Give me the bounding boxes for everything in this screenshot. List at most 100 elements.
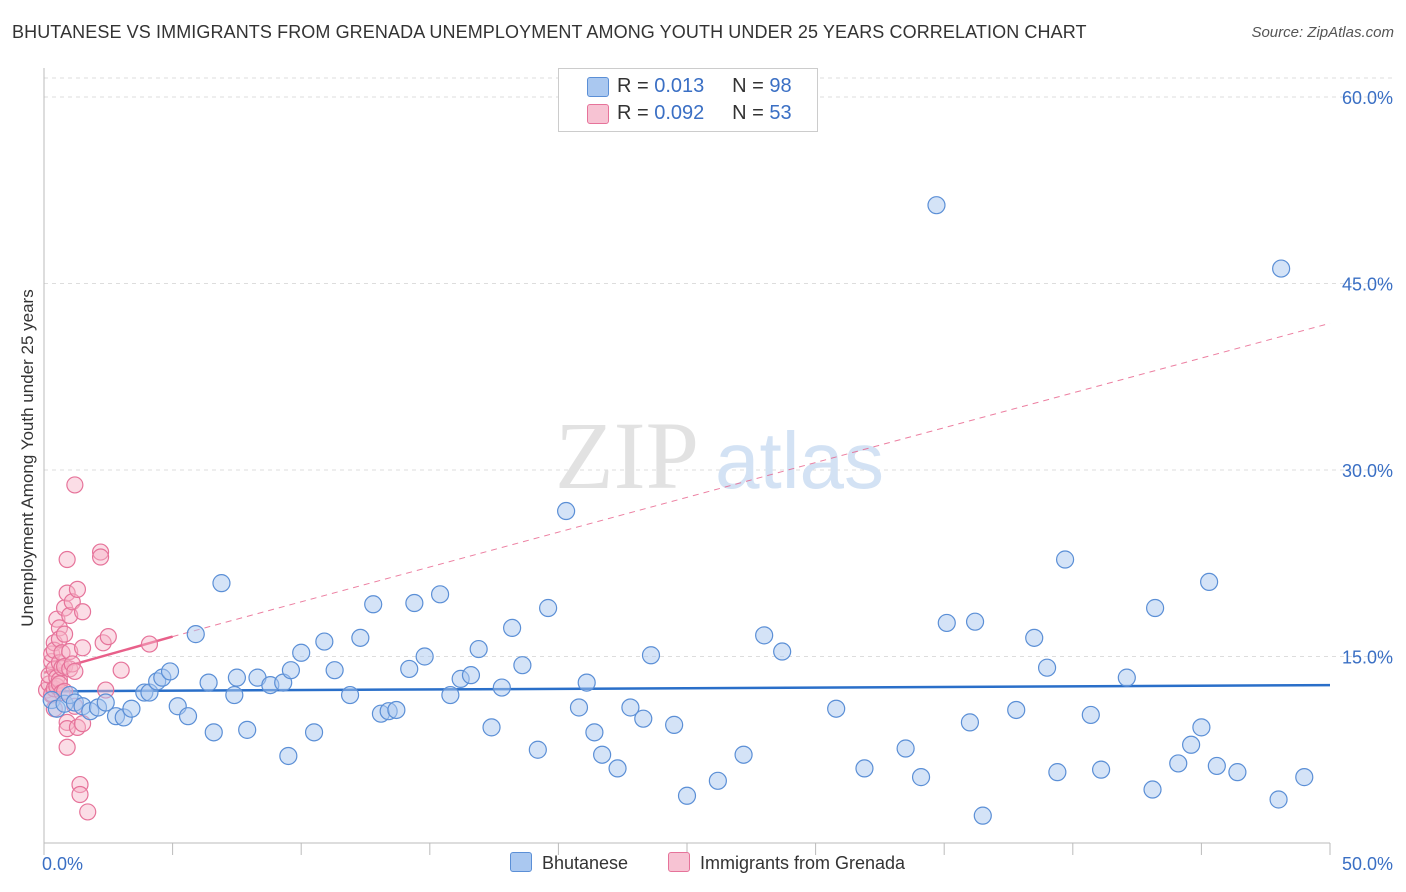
point-bhutanese	[482, 718, 501, 737]
point-bhutanese	[1182, 735, 1201, 754]
point-bhutanese	[178, 707, 198, 726]
point-grenada	[66, 476, 84, 494]
point-bhutanese	[1169, 754, 1188, 773]
legend-r-value: 0.092	[654, 102, 705, 124]
point-bhutanese	[364, 595, 383, 614]
y-tick-label: 30.0%	[1342, 461, 1393, 481]
point-bhutanese	[827, 699, 846, 718]
point-bhutanese	[1269, 790, 1288, 809]
point-grenada	[73, 639, 92, 657]
point-bhutanese	[1272, 259, 1291, 278]
point-bhutanese	[1025, 628, 1044, 647]
point-bhutanese	[415, 647, 434, 666]
point-grenada	[99, 628, 117, 646]
legend-n-value: 98	[769, 75, 792, 97]
point-bhutanese	[160, 662, 180, 681]
point-bhutanese	[238, 720, 257, 739]
point-grenada	[73, 603, 92, 621]
point-bhutanese	[441, 685, 460, 705]
watermark: ZIP atlas	[555, 402, 884, 509]
point-bhutanese	[279, 746, 298, 766]
point-bhutanese	[351, 628, 370, 647]
point-bhutanese	[340, 685, 360, 705]
y-tick-label: 15.0%	[1342, 648, 1393, 668]
trend-line-bhutanese	[43, 683, 1331, 693]
point-bhutanese	[227, 668, 246, 687]
point-bhutanese	[186, 625, 205, 644]
x-tick-label: 50.0%	[1342, 854, 1393, 874]
point-bhutanese	[503, 618, 522, 638]
point-bhutanese	[755, 626, 774, 645]
point-bhutanese	[539, 598, 558, 618]
point-bhutanese	[1207, 756, 1226, 776]
point-bhutanese	[593, 745, 612, 764]
point-bhutanese	[577, 673, 596, 692]
point-bhutanese	[773, 642, 792, 661]
point-bhutanese	[1192, 718, 1211, 737]
chart-title: BHUTANESE VS IMMIGRANTS FROM GRENADA UNE…	[12, 22, 1087, 42]
point-bhutanese	[1055, 550, 1075, 569]
point-bhutanese	[1200, 572, 1219, 592]
point-grenada	[112, 661, 130, 679]
point-grenada	[91, 548, 110, 566]
point-bhutanese	[965, 612, 985, 631]
point-bhutanese	[1146, 598, 1165, 618]
point-bhutanese	[1091, 760, 1111, 779]
point-bhutanese	[387, 700, 406, 720]
point-bhutanese	[204, 723, 223, 742]
point-bhutanese	[469, 639, 488, 659]
point-bhutanese	[405, 593, 424, 613]
source-label: Source: ZipAtlas.com	[1251, 24, 1394, 41]
bottom-legend-label: Bhutanese	[542, 853, 629, 873]
point-grenada	[61, 606, 79, 625]
point-bhutanese	[1048, 763, 1067, 782]
point-bhutanese	[492, 678, 511, 697]
legend-swatch-blue	[587, 77, 609, 97]
bottom-legend-swatch-pink	[668, 852, 690, 872]
point-bhutanese	[212, 574, 231, 593]
legend-n-value: 53	[769, 102, 792, 124]
point-bhutanese	[927, 196, 946, 215]
point-bhutanese	[641, 646, 661, 665]
x-tick-label: 0.0%	[42, 854, 83, 874]
bottom-legend-grenada: Immigrants from Grenada	[668, 852, 905, 874]
point-bhutanese	[557, 501, 576, 521]
trend-line-grenada	[43, 635, 173, 674]
point-bhutanese	[400, 659, 419, 679]
point-bhutanese	[855, 759, 874, 778]
point-bhutanese	[513, 656, 532, 675]
watermark-atlas: atlas	[715, 416, 884, 505]
point-bhutanese	[1143, 780, 1162, 799]
point-bhutanese	[937, 613, 956, 633]
point-grenada	[55, 625, 74, 643]
point-bhutanese	[677, 786, 697, 805]
legend-n-label: N =	[732, 75, 764, 97]
point-grenada	[140, 635, 159, 653]
y-tick-label: 60.0%	[1342, 88, 1393, 108]
point-grenada	[50, 630, 69, 648]
legend-r-value: 0.013	[654, 75, 705, 97]
point-bhutanese	[960, 713, 980, 732]
point-bhutanese	[665, 715, 684, 734]
point-bhutanese	[325, 661, 344, 680]
point-grenada	[58, 584, 76, 602]
point-grenada	[66, 662, 84, 681]
point-bhutanese	[461, 666, 481, 685]
point-bhutanese	[430, 585, 450, 604]
legend-n-label: N =	[732, 102, 764, 124]
point-bhutanese	[199, 673, 218, 692]
legend-swatch-pink	[587, 104, 609, 124]
point-bhutanese	[292, 643, 311, 662]
point-bhutanese	[634, 709, 653, 728]
point-bhutanese	[1081, 705, 1100, 725]
point-bhutanese	[569, 698, 589, 717]
point-bhutanese	[708, 771, 727, 790]
point-bhutanese	[281, 661, 301, 680]
point-bhutanese	[585, 723, 604, 742]
legend: R = 0.013 N = 98 R = 0.092 N = 53	[558, 68, 818, 132]
point-grenada	[71, 785, 89, 804]
point-grenada	[79, 803, 97, 821]
point-bhutanese	[973, 806, 992, 825]
point-grenada	[68, 580, 87, 598]
point-bhutanese	[734, 745, 753, 764]
